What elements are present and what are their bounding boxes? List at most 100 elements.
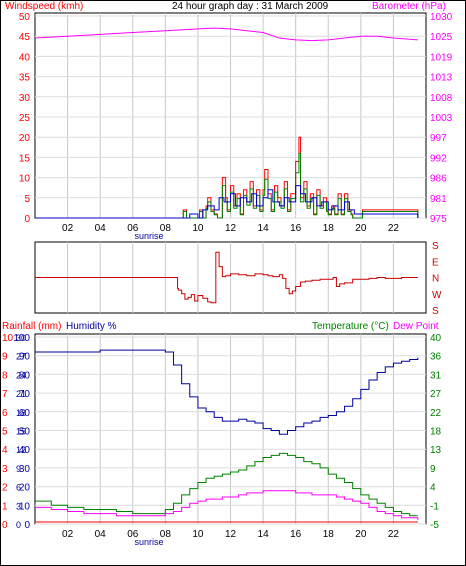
rainfall-tick-label: 0: [2, 520, 8, 531]
windspeed-tick-label: 35: [19, 73, 31, 84]
temp-panel-x-tick-label: 18: [323, 529, 335, 540]
humidity-small-tick-label: 27: [16, 352, 26, 362]
barometer-series-line: [34, 27, 418, 42]
temp-panel-x-tick-label: 04: [95, 529, 107, 540]
humidity-tick-label: 30: [19, 464, 31, 475]
chart-title: 24 hour graph day : 31 March 2009: [172, 1, 329, 12]
rainfall-axis-title: Rainfall (mm): [2, 321, 62, 332]
wind-panel-x-tick-label: 04: [95, 223, 107, 234]
humidity-tick-label: 100: [13, 333, 30, 344]
temp-panel-x-tick-label: 06: [127, 529, 139, 540]
direction-tick-label: S: [432, 306, 439, 317]
humidity-small-tick-label: 0: [16, 520, 21, 530]
barometer-tick-label: 981: [430, 194, 447, 205]
humidity-tick-label: 60: [19, 408, 31, 419]
rainfall-tick-label: 2: [2, 483, 8, 494]
barometer-tick-label: 1019: [430, 52, 453, 63]
temperature-tick-label: 22: [430, 408, 442, 419]
dewpoint-series-line: [35, 490, 419, 520]
temperature-tick-label: 4: [430, 483, 436, 494]
humidity-small-tick-label: 30: [16, 333, 26, 343]
windspeed-tick-label: 45: [19, 32, 31, 43]
windspeed-tick-label: 25: [19, 113, 31, 124]
humidity-tick-label: 40: [19, 445, 31, 456]
wind-panel-x-tick-label: 14: [258, 223, 270, 234]
temperature-tick-label: 40: [430, 333, 442, 344]
windspeed-axis-title: Windspeed (kmh): [5, 1, 84, 12]
barometer-tick-label: 975: [430, 214, 447, 225]
wind-panel-x-tick-label: 22: [388, 223, 400, 234]
temp-panel-x-tick-label: 16: [290, 529, 302, 540]
rainfall-tick-label: 5: [2, 427, 8, 438]
barometer-tick-label: 1003: [430, 113, 453, 124]
humidity-small-tick-label: 9: [16, 464, 21, 474]
wind-panel-x-tick-label: 16: [290, 223, 302, 234]
temperature-tick-label: -5: [430, 520, 439, 531]
humidity-small-tick-label: 21: [16, 389, 26, 399]
humidity-tick-label: 50: [19, 427, 31, 438]
humidity-small-tick-label: 24: [16, 370, 26, 380]
barometer-tick-label: 1025: [430, 32, 453, 43]
humidity-small-tick-label: 3: [16, 501, 21, 511]
rainfall-tick-label: 3: [2, 464, 8, 475]
temperature-tick-label: 36: [430, 352, 442, 363]
rainfall-tick-label: 6: [2, 408, 8, 419]
rainfall-tick-label: 8: [2, 370, 8, 381]
humidity-small-tick-label: 6: [16, 483, 21, 493]
humidity-small-tick-label: 18: [16, 408, 26, 418]
direction-tick-label: S: [432, 241, 439, 252]
wind-panel-x-tick-label: 12: [225, 223, 237, 234]
temperature-tick-label: 9: [430, 464, 436, 475]
humidity-series-line: [35, 349, 419, 435]
temp-panel-x-tick-label: 10: [192, 529, 204, 540]
humidity-tick-label: 70: [19, 389, 31, 400]
wind-panel-x-tick-label: 08: [160, 223, 172, 234]
humidity-small-tick-label: 12: [16, 445, 26, 455]
wind-panel-x-tick-label: 18: [323, 223, 335, 234]
wind-gust-series-line: [35, 152, 419, 219]
temp-panel-x-tick-label: 14: [258, 529, 270, 540]
wind-average-series-line: [35, 185, 419, 219]
temperature-tick-label: -1: [430, 501, 439, 512]
temp-panel-x-tick-label: 12: [225, 529, 237, 540]
barometer-tick-label: 1013: [430, 73, 453, 84]
humidity-tick-label: 80: [19, 370, 31, 381]
temp-panel-x-tick-label: 02: [62, 529, 74, 540]
rainfall-tick-label: 10: [2, 333, 14, 344]
windspeed-tick-label: 5: [24, 194, 30, 205]
windspeed-tick-label: 15: [19, 153, 31, 164]
windspeed-tick-label: 20: [19, 133, 31, 144]
barometer-tick-label: 1008: [430, 93, 453, 104]
temperature-tick-label: 13: [430, 445, 442, 456]
direction-tick-label: E: [432, 257, 439, 268]
wind-panel-x-tick-label: 06: [127, 223, 139, 234]
barometer-tick-label: 992: [430, 153, 447, 164]
wind-panel-sunrise-label: sunrise: [135, 231, 164, 241]
wind-panel-x-tick-label: 02: [62, 223, 74, 234]
rainfall-tick-label: 9: [2, 352, 8, 363]
windspeed-tick-label: 0: [24, 214, 30, 225]
windspeed-tick-label: 30: [19, 93, 31, 104]
dewpoint-axis-title: Dew Point: [393, 321, 439, 332]
wind-direction-series-line: [35, 251, 418, 304]
humidity-tick-label: 20: [19, 483, 31, 494]
windspeed-tick-label: 50: [19, 12, 31, 23]
rainfall-tick-label: 7: [2, 389, 8, 400]
temp-panel-sunrise-label: sunrise: [135, 537, 164, 547]
humidity-axis-title: Humidity %: [66, 321, 117, 332]
humidity-tick-label: 90: [19, 352, 31, 363]
humidity-small-tick-label: 15: [16, 427, 26, 437]
humidity-tick-label: 10: [19, 501, 31, 512]
humidity-tick-label: 0: [24, 520, 30, 531]
rainfall-tick-label: 1: [2, 501, 8, 512]
wind-panel-x-tick-label: 10: [192, 223, 204, 234]
barometer-tick-label: 1030: [430, 12, 453, 23]
wind-panel-x-tick-label: 20: [355, 223, 367, 234]
temperature-tick-label: 18: [430, 427, 442, 438]
windspeed-tick-label: 40: [19, 52, 31, 63]
temperature-tick-label: 27: [430, 389, 442, 400]
temperature-series-line: [35, 452, 418, 517]
temp-panel-x-tick-label: 22: [388, 529, 400, 540]
direction-tick-label: W: [432, 290, 442, 301]
